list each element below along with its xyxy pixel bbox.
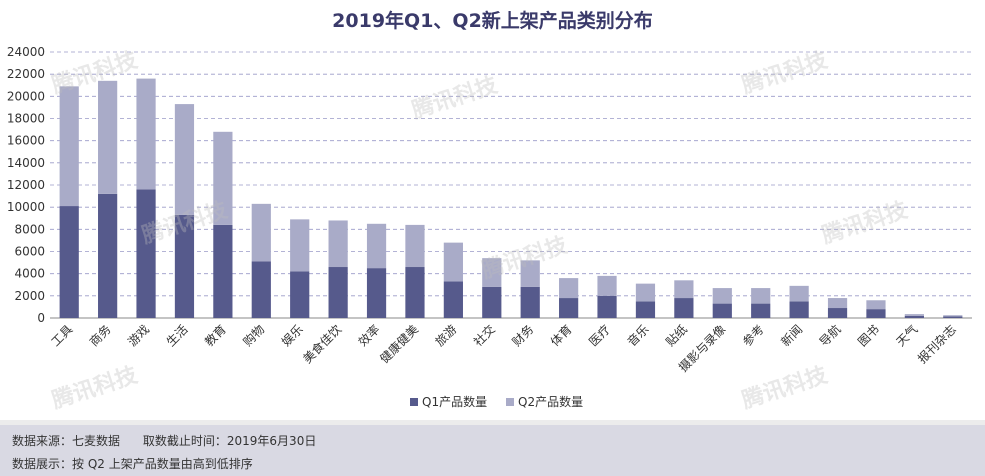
bar-q1 <box>789 301 809 318</box>
chart-title: 2019年Q1、Q2新上架产品类别分布 <box>332 10 653 32</box>
bar-q1 <box>136 189 156 318</box>
y-tick-label: 22000 <box>7 67 45 81</box>
bar-q2 <box>789 285 809 302</box>
x-tick-label: 医疗 <box>586 322 613 349</box>
x-tick-label: 贴纸 <box>663 322 690 349</box>
x-tick-label: 报刊杂志 <box>914 322 959 367</box>
y-tick-label: 16000 <box>7 134 45 148</box>
legend-label-q1: Q1产品数量 <box>422 394 487 409</box>
bar-q2 <box>482 258 502 287</box>
x-tick-label: 参考 <box>739 322 767 350</box>
y-tick-label: 6000 <box>14 245 45 259</box>
bar-q2 <box>520 260 540 287</box>
y-tick-label: 0 <box>37 311 45 325</box>
bar-q1 <box>366 268 387 318</box>
bar-q2 <box>827 298 848 309</box>
stacked-bar-chart: 0 2000 4000 6000 8000 10000 12000 14000 16000 180… <box>7 45 972 409</box>
x-tick-label: 天气 <box>893 322 921 350</box>
bar-q2 <box>904 314 924 316</box>
y-tick-label: 10000 <box>7 200 45 214</box>
bar-q1 <box>405 267 425 318</box>
bar-q1 <box>482 286 502 318</box>
bar-q1 <box>213 224 233 318</box>
x-tick-label: 图书 <box>855 322 882 349</box>
bar-q2 <box>559 278 579 299</box>
footer: 数据来源：七麦数据 取数截止时间：2019年6月30日 数据展示：按 Q2 上架… <box>0 425 985 476</box>
bar-q1 <box>827 308 848 318</box>
x-tick-label: 教育 <box>201 322 229 350</box>
bar-q2 <box>674 280 694 299</box>
x-tick-label: 导航 <box>816 322 844 350</box>
bar-q1 <box>559 298 579 318</box>
bar-q2 <box>635 283 656 302</box>
x-tick-label: 商务 <box>86 322 114 350</box>
bar-q2 <box>866 300 886 310</box>
x-tick-label: 音乐 <box>624 322 652 350</box>
bar-q1 <box>866 309 886 318</box>
bar-q1 <box>904 315 924 318</box>
bar-q1 <box>174 214 195 318</box>
x-tick-label: 体育 <box>547 322 575 350</box>
bar-q1 <box>674 298 694 318</box>
x-tick-label: 购物 <box>240 322 268 350</box>
x-tick-label: 娱乐 <box>279 322 306 349</box>
x-tick-label: 新闻 <box>778 322 806 350</box>
x-tick-label: 旅游 <box>433 322 460 349</box>
y-tick-label: 2000 <box>14 289 45 303</box>
bar-q2 <box>943 315 963 317</box>
bar-q1 <box>520 286 540 318</box>
footer-source: 数据来源：七麦数据 取数截止时间：2019年6月30日 <box>12 434 317 448</box>
bar-q1 <box>751 303 771 318</box>
y-tick-label: 20000 <box>7 89 45 103</box>
bar-q1 <box>597 295 617 318</box>
bar-q2 <box>290 219 310 272</box>
bar-q2 <box>98 80 118 194</box>
y-tick-label: 18000 <box>7 112 45 126</box>
y-tick-label: 12000 <box>7 178 45 192</box>
x-tick-label: 生活 <box>164 322 191 349</box>
legend-swatch-q1 <box>410 398 418 406</box>
y-tick-label: 14000 <box>7 156 45 170</box>
x-tick-label: 美食佳饮 <box>300 322 345 367</box>
bar-q2 <box>136 78 156 190</box>
bar-q1 <box>290 271 310 318</box>
bar-q2 <box>405 224 425 268</box>
y-tick-label: 24000 <box>7 45 45 59</box>
y-tick-label: 4000 <box>14 267 45 281</box>
chart-area: 2019年Q1、Q2新上架产品类别分布 0 2000 4000 6000 8000 100… <box>0 0 985 420</box>
bar-q2 <box>174 104 195 215</box>
x-tick-label: 社交 <box>470 322 498 350</box>
footer-note: 数据展示：按 Q2 上架产品数量由高到低排序 <box>12 457 253 471</box>
bar-q1 <box>635 301 656 318</box>
bar-q1 <box>943 316 963 318</box>
x-tick-label: 工具 <box>48 322 75 349</box>
x-tick-label: 游戏 <box>125 322 152 349</box>
bar-q2 <box>597 275 617 296</box>
bar-q1 <box>443 281 463 318</box>
bar-q2 <box>712 288 732 304</box>
bar-q2 <box>59 86 79 207</box>
x-tick-label: 财务 <box>509 322 537 350</box>
bar-q2 <box>751 288 771 304</box>
legend-label-q2: Q2产品数量 <box>518 394 583 409</box>
bar-q2 <box>213 131 233 225</box>
bar-q1 <box>251 261 271 318</box>
legend-swatch-q2 <box>506 398 514 406</box>
bar-q1 <box>59 206 79 318</box>
x-tick-label: 效率 <box>355 322 383 350</box>
x-tick-label: 健康健美 <box>377 322 422 367</box>
bar-q2 <box>251 203 271 262</box>
bar-q2 <box>366 223 387 269</box>
bar-q1 <box>328 267 348 318</box>
bar-q1 <box>98 193 118 318</box>
bar-q2 <box>443 242 463 282</box>
bar-q1 <box>712 303 732 318</box>
bar-q2 <box>328 220 348 268</box>
y-tick-label: 8000 <box>14 222 45 236</box>
